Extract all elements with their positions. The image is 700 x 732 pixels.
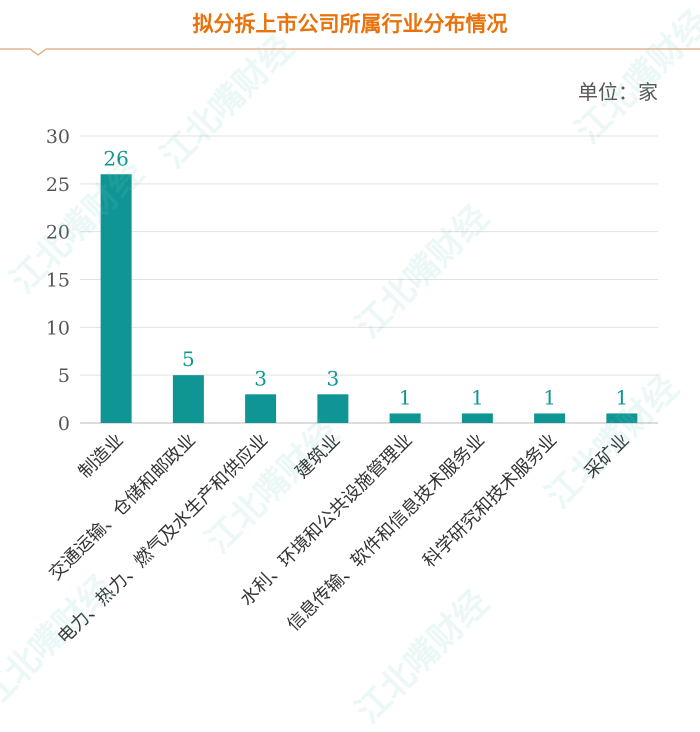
bar-chart: 05101520253026制造业5交通运输、仓储和邮政业3电力、热力、燃气及水… xyxy=(45,126,658,648)
x-category-label: 建筑业 xyxy=(291,430,344,483)
y-tick-label: 10 xyxy=(46,317,70,339)
x-category-label: 科学研究和技术服务业 xyxy=(419,430,561,572)
bar xyxy=(606,413,638,423)
bar xyxy=(317,394,349,423)
data-label: 3 xyxy=(254,366,267,390)
data-label: 1 xyxy=(543,385,556,409)
x-category-label: 交通运输、仓储和邮政业 xyxy=(45,430,200,585)
y-tick-label: 20 xyxy=(46,222,70,244)
header-divider xyxy=(0,48,700,56)
data-label: 5 xyxy=(182,347,195,371)
data-label: 3 xyxy=(327,366,340,390)
y-tick-label: 25 xyxy=(46,174,70,196)
unit-label: 单位：家 xyxy=(578,80,658,104)
x-category-label: 制造业 xyxy=(75,430,128,483)
bar xyxy=(461,413,493,423)
y-tick-label: 30 xyxy=(46,126,70,148)
chart-title: 拟分拆上市公司所属行业分布情况 xyxy=(192,12,508,36)
y-tick-label: 0 xyxy=(58,413,70,435)
bar xyxy=(389,413,421,423)
data-label: 26 xyxy=(103,146,128,170)
data-label: 1 xyxy=(399,385,412,409)
data-label: 1 xyxy=(616,385,629,409)
y-tick-label: 5 xyxy=(58,365,70,387)
data-label: 1 xyxy=(471,385,484,409)
x-category-label: 采矿业 xyxy=(580,430,633,483)
bar xyxy=(172,375,204,423)
bar xyxy=(100,174,132,423)
bar xyxy=(245,394,277,423)
y-tick-label: 15 xyxy=(46,270,70,292)
bar xyxy=(534,413,566,423)
